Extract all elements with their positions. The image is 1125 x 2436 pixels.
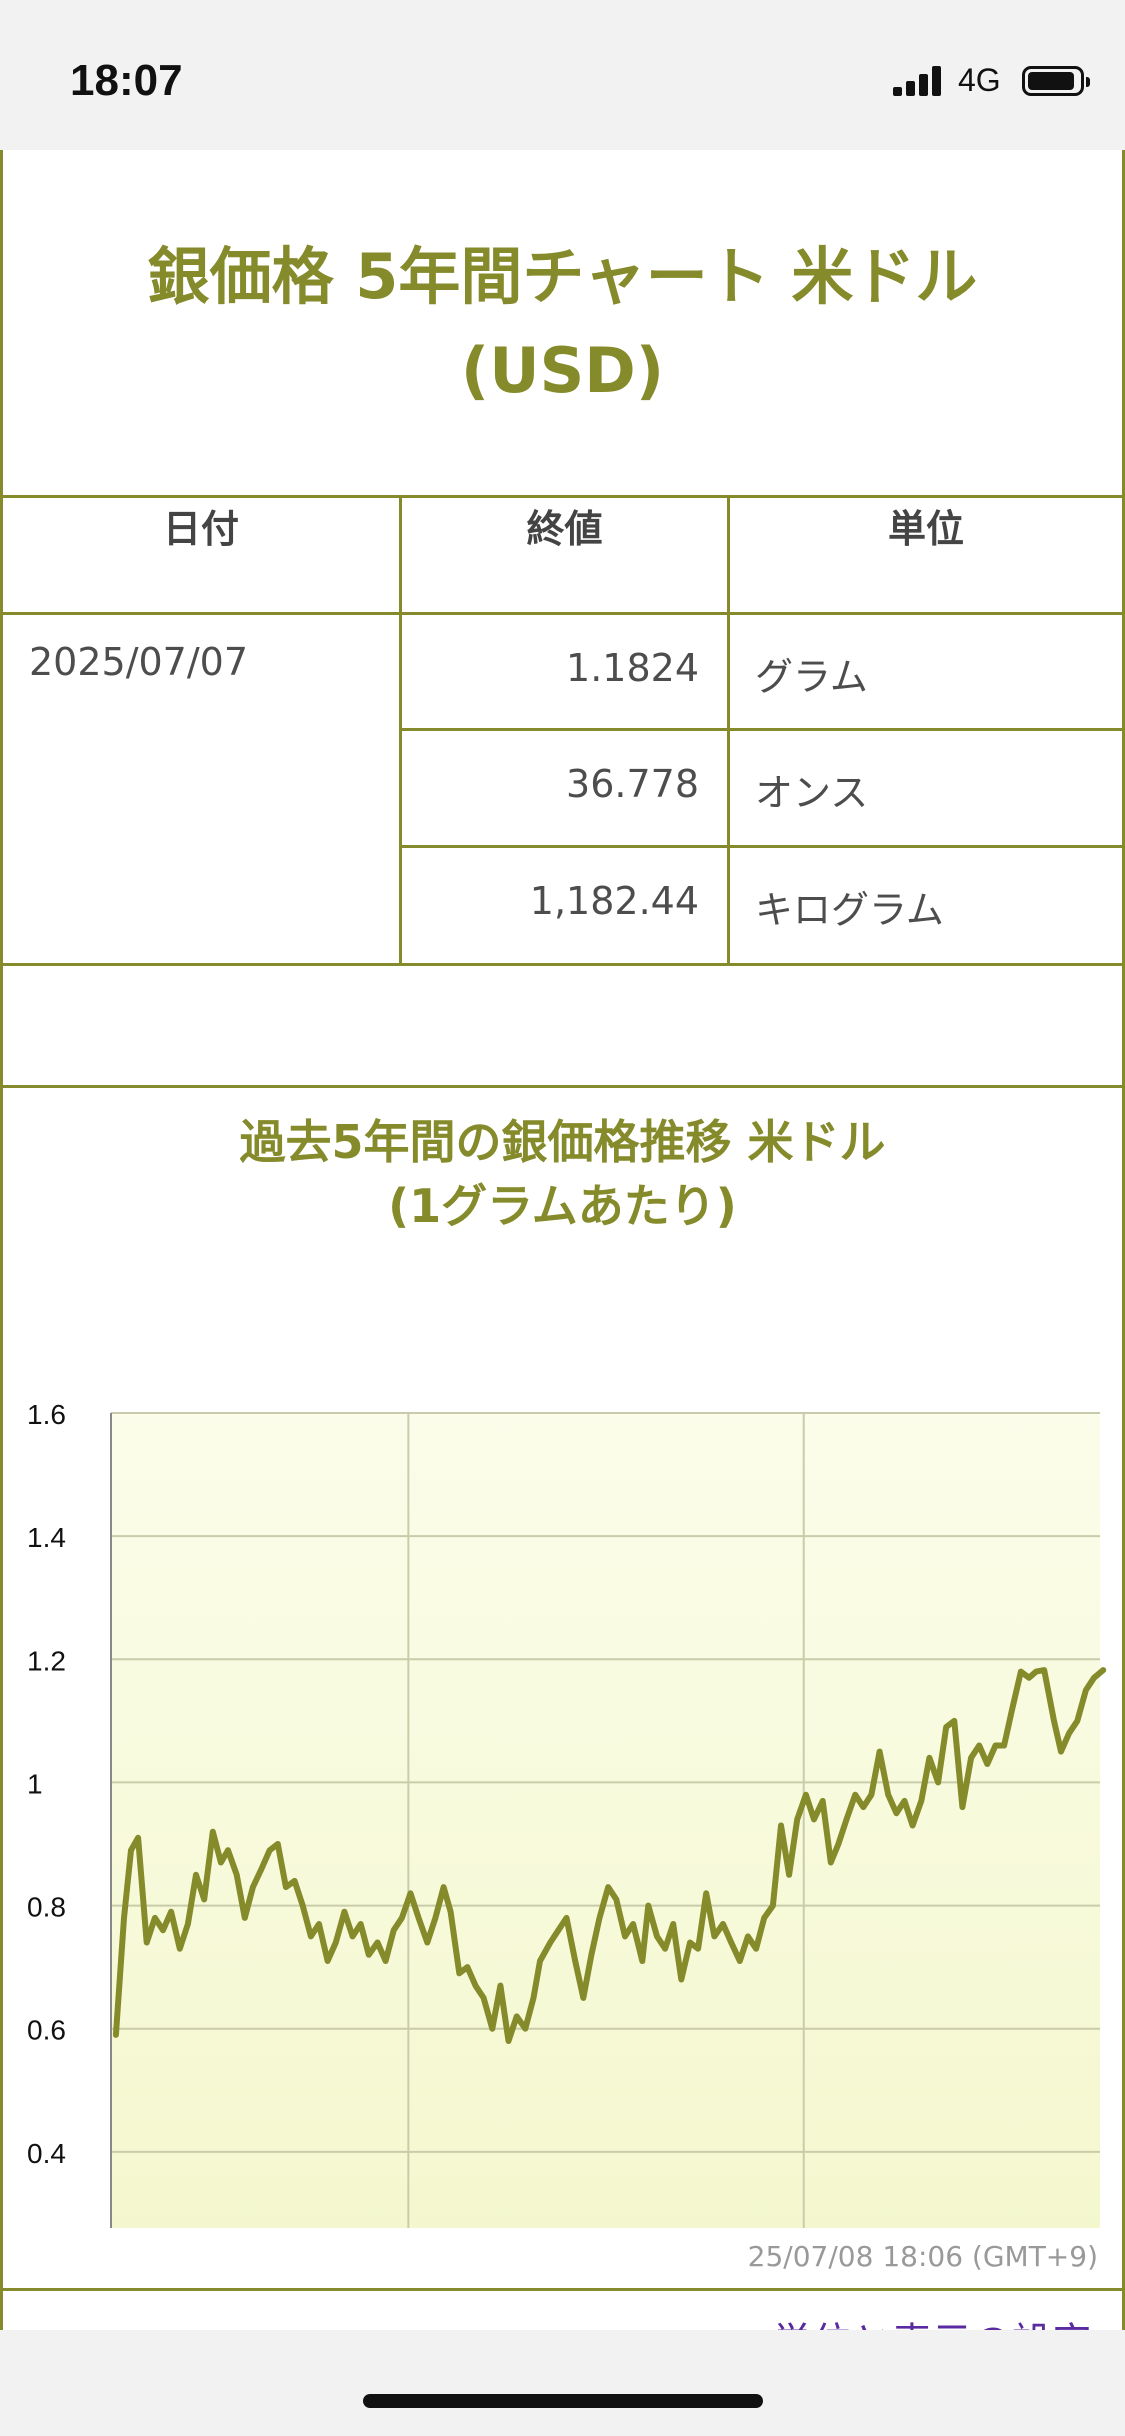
table-cell-date: 2025/07/07 [29,640,249,684]
table-cell-unit-ounce: オンス [755,771,869,815]
chart-y-tick-label: 1.2 [27,1645,66,1676]
divider [3,495,1122,498]
bottom-bar [0,2330,1125,2436]
chart-plot-area [111,1413,1100,2228]
page-title: 銀価格 5年間チャート 米ドル (USD) [3,230,1122,418]
network-type: 4G [958,62,1001,98]
divider [399,728,1122,731]
divider [399,845,1122,848]
chart-series-line [112,1667,1107,2044]
chart-y-tick-label: 0.4 [27,2138,66,2169]
table-cell-unit-kilogram: キログラム [755,888,944,932]
divider [3,2288,1122,2291]
divider [3,1085,1122,1088]
chart-y-tick-label: 1.6 [27,1399,66,1430]
table-header-close: 終値 [526,507,603,551]
divider [3,612,1122,615]
chart-y-tick-label: 1.4 [27,1522,66,1553]
silver-price-chart: 0.20.40.60.811.21.41.620221月20241月 [27,1399,1107,2228]
table-cell-value-kilogram: 1,182.44 [529,879,699,923]
battery-icon [1022,66,1090,96]
divider [727,495,730,965]
table-cell-value-ounce: 36.778 [566,762,699,806]
home-indicator[interactable] [363,2394,763,2408]
table-cell-value-gram: 1.1824 [566,646,699,690]
page-title-line2: (USD) [460,334,665,407]
chart-y-tick-label: 0.8 [27,1892,66,1923]
status-bar: 18:07 4G [0,0,1125,150]
chart-title-line1: 過去5年間の銀価格推移 米ドル [239,1115,886,1169]
update-timestamp: 25/07/08 18:06 (GMT+9) [747,2240,1098,2273]
divider [3,963,1122,966]
page-title-line1: 銀価格 5年間チャート 米ドル [147,240,978,313]
table-header-unit: 単位 [887,507,964,551]
unit-display-settings-link[interactable]: 単位と表示の設定 [772,2310,1092,2330]
chart-y-tick-label: 0.6 [27,2015,66,2046]
table-cell-unit-gram: グラム [755,655,868,699]
divider [399,495,402,965]
chart-y-tick-label: 1 [27,1768,43,1799]
chart-title: 過去5年間の銀価格推移 米ドル (1グラムあたり) [3,1110,1122,1238]
status-time: 18:07 [70,56,183,105]
cellular-signal-icon [893,66,943,96]
chart-title-line2: (1グラムあたり) [388,1179,737,1233]
page-content: 銀価格 5年間チャート 米ドル (USD) 日付 終値 単位 2025/07/0… [0,150,1125,2330]
table-header-date: 日付 [162,507,239,551]
